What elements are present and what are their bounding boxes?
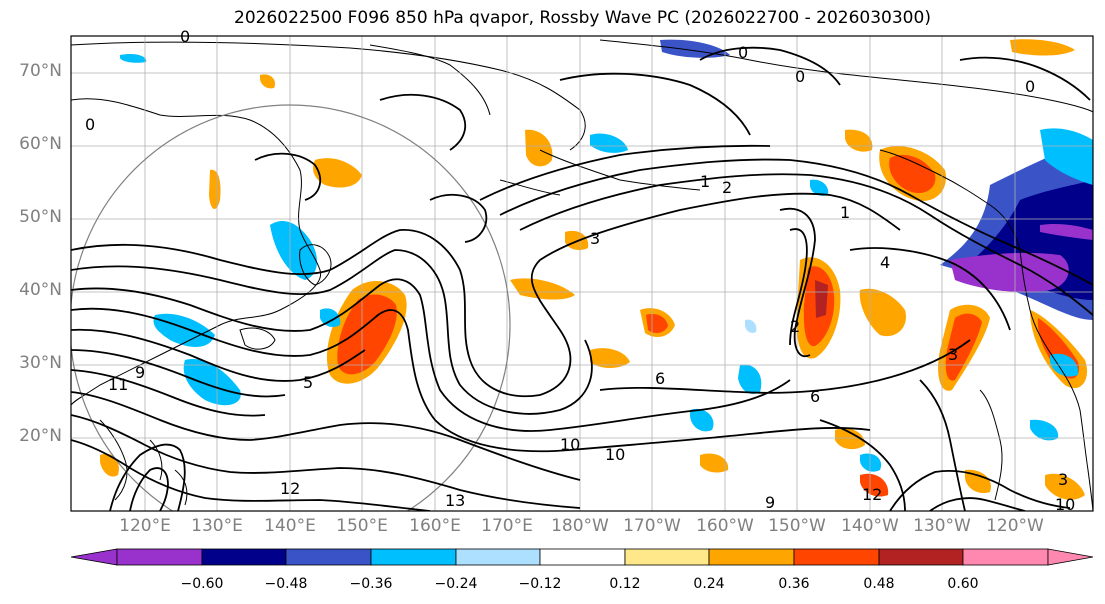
lon-label: 170°W bbox=[623, 516, 681, 536]
colorbar-label: −0.36 bbox=[349, 576, 393, 592]
contour-label: 0 bbox=[795, 67, 805, 86]
colorbar-swatch bbox=[878, 548, 964, 566]
contour-label: 1 bbox=[840, 203, 850, 222]
colorbar-swatch bbox=[962, 548, 1049, 566]
contour-label: 3 bbox=[1058, 470, 1068, 489]
plot-title: 2026022500 F096 850 hPa qvapor, Rossby W… bbox=[234, 8, 931, 28]
contour-label-group: 0 0 0 0 0 1 1 2 2 3 3 4 5 6 6 9 9 10 10 … bbox=[85, 27, 1075, 514]
contour-label: 11 bbox=[108, 375, 128, 394]
colorbar-label: 0.24 bbox=[693, 576, 725, 592]
contour-label: 3 bbox=[948, 345, 958, 364]
colorbar-max-extend bbox=[1047, 548, 1094, 566]
contour-label: 4 bbox=[880, 253, 890, 272]
colorbar-swatch bbox=[116, 548, 203, 566]
contour-label: 6 bbox=[655, 369, 665, 388]
colorbar-swatch bbox=[708, 548, 795, 566]
lon-label: 150°W bbox=[768, 516, 826, 536]
contour-label: 2 bbox=[790, 317, 800, 336]
lon-label: 170°E bbox=[481, 516, 533, 536]
contour-label: 12 bbox=[862, 485, 882, 504]
reference-circle bbox=[71, 104, 511, 511]
contour-lines bbox=[71, 46, 1093, 511]
colorbar-label: −0.12 bbox=[518, 576, 562, 592]
lat-label: 30°N bbox=[19, 353, 62, 373]
contour-label: 12 bbox=[280, 479, 300, 498]
lon-label: 180°W bbox=[551, 516, 609, 536]
contour-label: 10 bbox=[560, 435, 580, 454]
lon-label: 130°W bbox=[913, 516, 971, 536]
colorbar-label: 0.60 bbox=[947, 576, 979, 592]
contour-label: 9 bbox=[765, 493, 775, 512]
lat-label: 50°N bbox=[19, 207, 62, 227]
colorbar-swatch bbox=[624, 548, 710, 566]
contour-label: 0 bbox=[1025, 77, 1035, 96]
colorbar-label: 0.36 bbox=[778, 576, 810, 592]
contour-label: 6 bbox=[810, 387, 820, 406]
colorbar-swatch bbox=[539, 548, 626, 566]
lat-label: 20°N bbox=[19, 426, 62, 446]
lat-label: 70°N bbox=[19, 61, 62, 81]
colorbar-swatch bbox=[793, 548, 880, 566]
map-contents bbox=[71, 36, 1093, 511]
colorbar-label: −0.60 bbox=[180, 576, 224, 592]
colorbar-label: 0.12 bbox=[609, 576, 641, 592]
contour-label: 10 bbox=[605, 445, 625, 464]
contour-label: 9 bbox=[135, 363, 145, 382]
colorbar-swatch bbox=[370, 548, 457, 566]
contour-label: 0 bbox=[85, 115, 95, 134]
lon-label: 140°W bbox=[841, 516, 899, 536]
lon-label: 160°W bbox=[696, 516, 754, 536]
lon-label: 160°E bbox=[409, 516, 461, 536]
contour-label: 10 bbox=[1055, 495, 1075, 514]
colorbar-swatch bbox=[455, 548, 541, 566]
colorbar-label: −0.48 bbox=[264, 576, 308, 592]
lon-label: 120°E bbox=[119, 516, 171, 536]
contour-label: 5 bbox=[303, 373, 313, 392]
lon-label: 120°W bbox=[986, 516, 1044, 536]
lon-label: 150°E bbox=[336, 516, 388, 536]
contour-label: 0 bbox=[738, 43, 748, 62]
contour-label: 1 bbox=[700, 172, 710, 191]
colorbar bbox=[70, 548, 1094, 566]
colorbar-swatch bbox=[201, 548, 287, 566]
colorbar-label: 0.48 bbox=[863, 576, 895, 592]
contour-label: 13 bbox=[445, 491, 465, 510]
contour-label: 2 bbox=[722, 178, 732, 197]
lon-label: 130°E bbox=[191, 516, 243, 536]
contour-label: 3 bbox=[590, 229, 600, 248]
colorbar-swatch bbox=[285, 548, 372, 566]
map-area bbox=[71, 36, 1093, 511]
colorbar-min-extend bbox=[70, 548, 118, 566]
lon-label: 140°E bbox=[264, 516, 316, 536]
colorbar-label: −0.24 bbox=[434, 576, 478, 592]
gridlines bbox=[71, 36, 1093, 511]
lat-label: 60°N bbox=[19, 134, 62, 154]
lat-label: 40°N bbox=[19, 280, 62, 300]
map-frame bbox=[70, 35, 1094, 512]
